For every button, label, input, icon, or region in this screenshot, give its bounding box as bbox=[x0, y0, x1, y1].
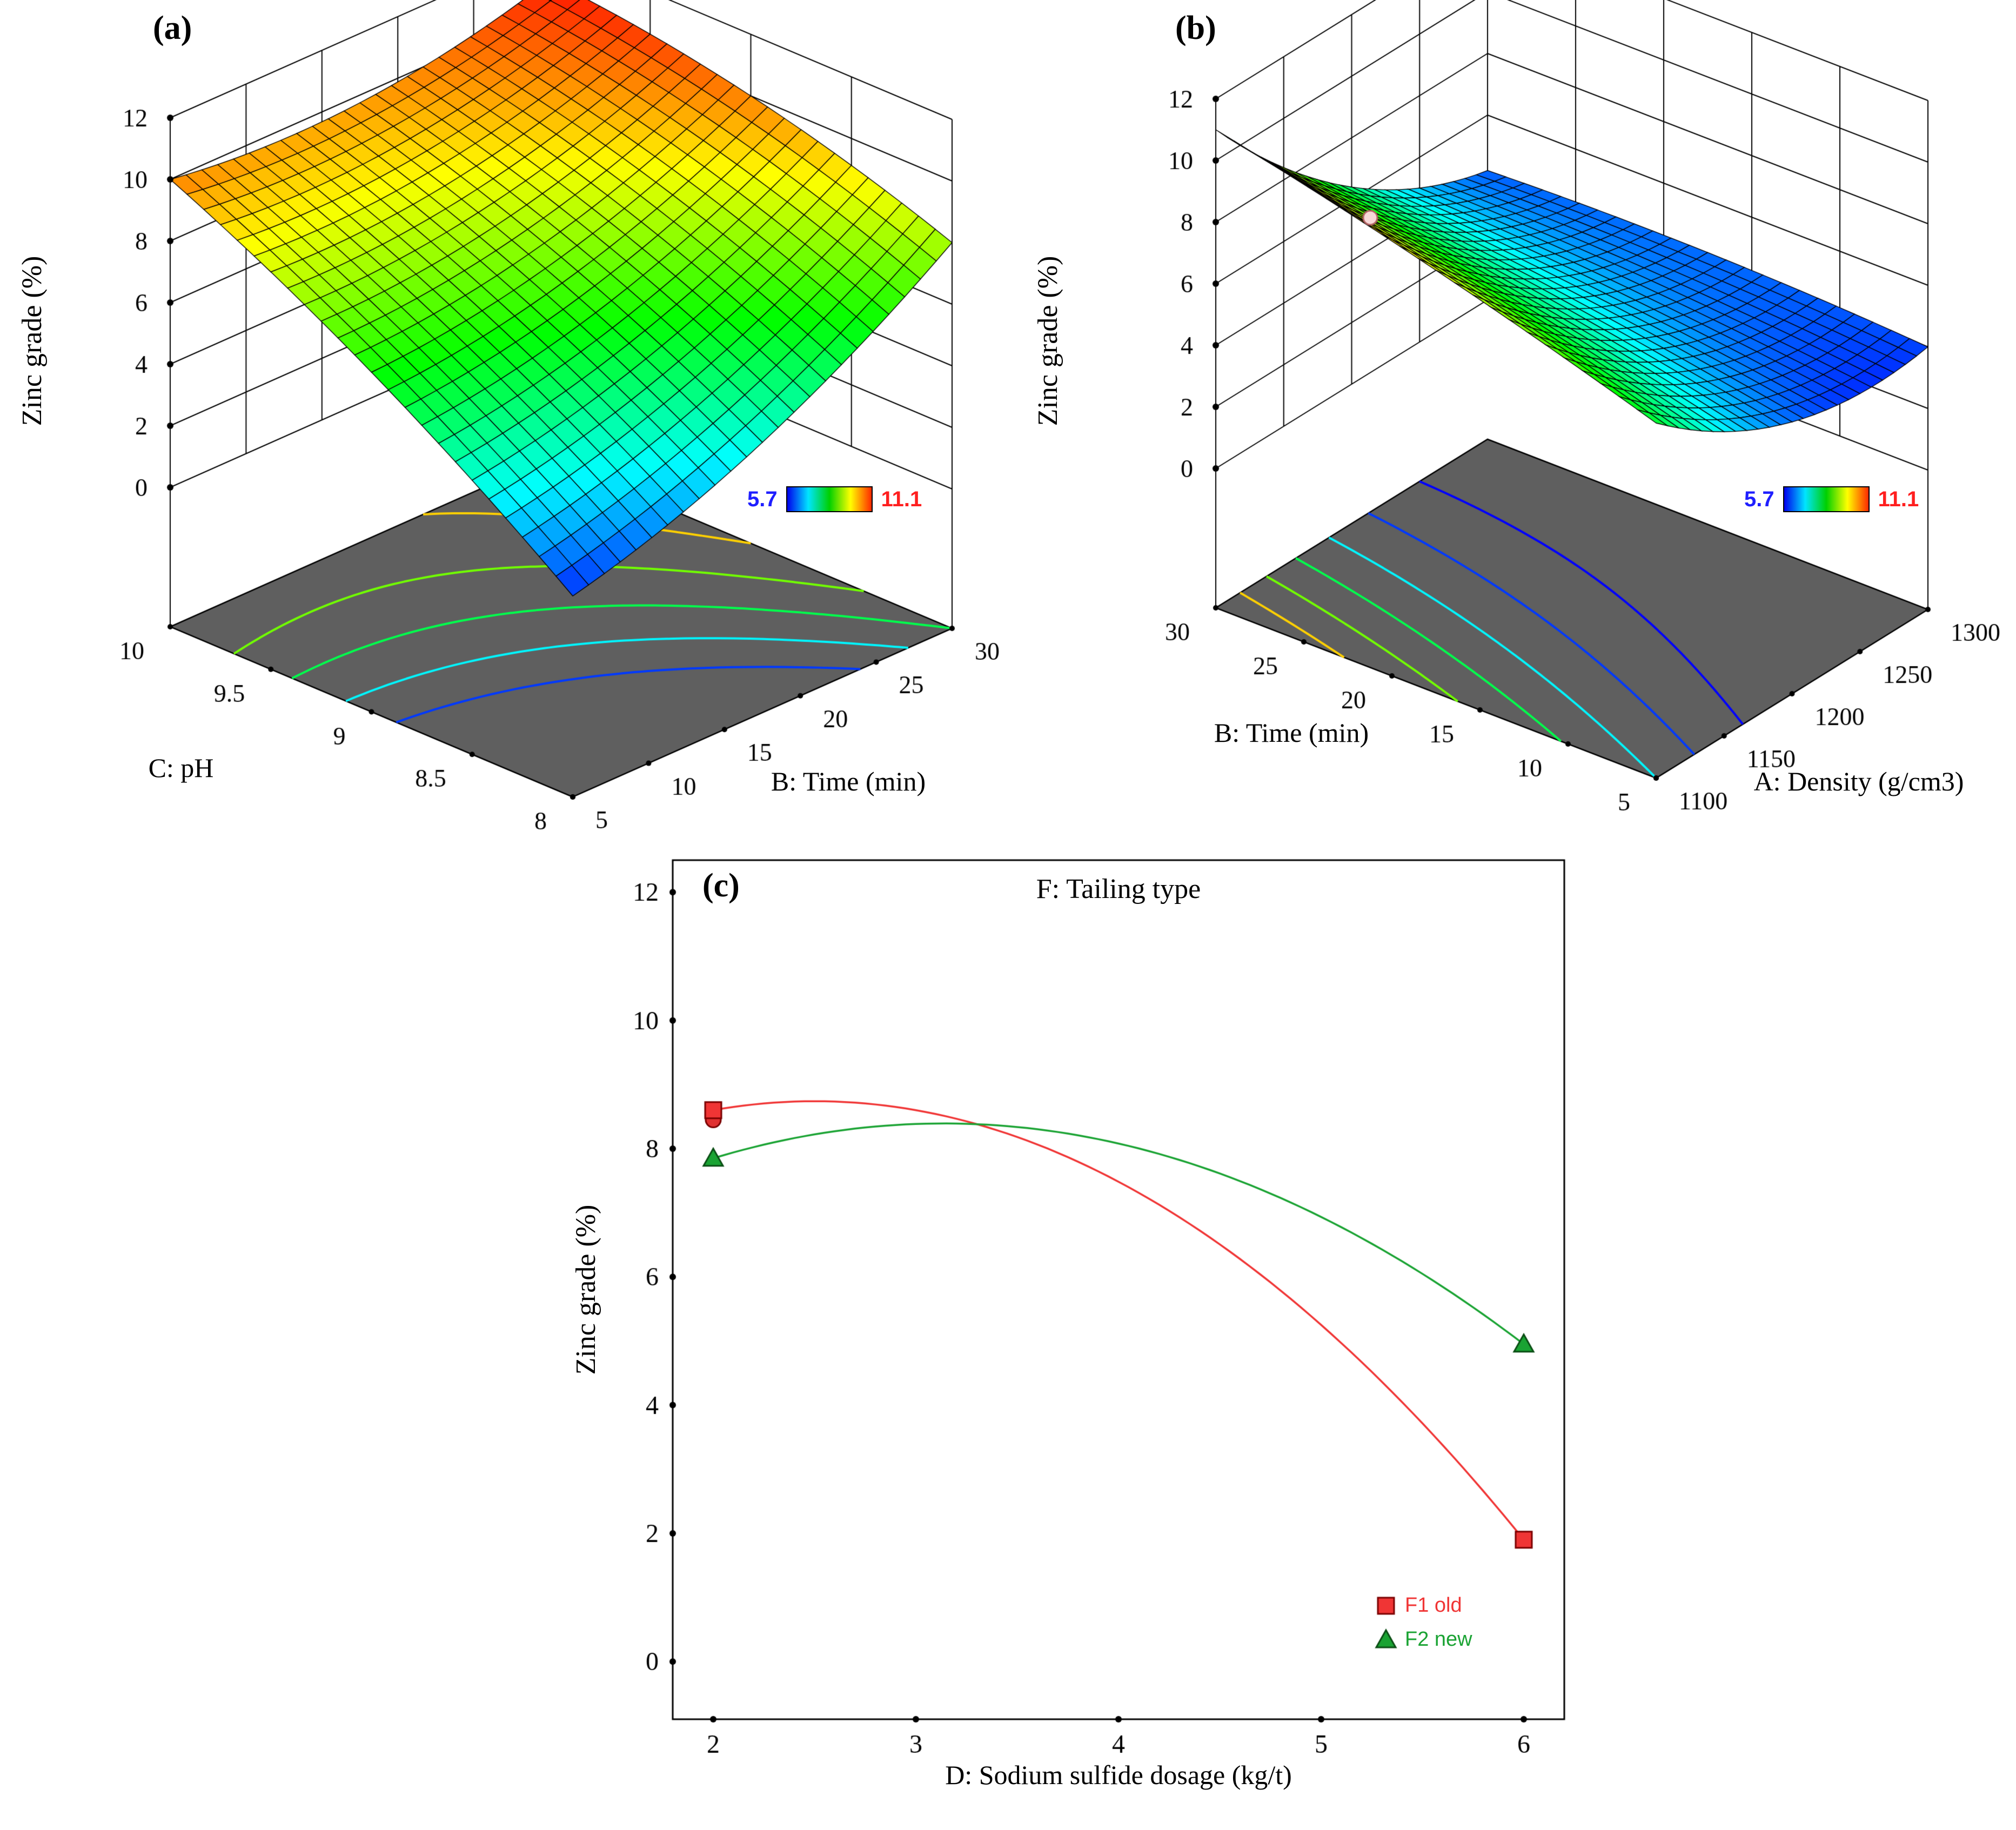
panel-b-z-axis-title: Zinc grade (%) bbox=[1033, 256, 1063, 426]
panel-c-x-axis-title: D: Sodium sulfide dosage (kg/t) bbox=[945, 1760, 1292, 1790]
panel-a-color-legend: 5.7 11.1 bbox=[747, 486, 922, 512]
panel-c-y-axis-title: Zinc grade (%) bbox=[571, 1204, 601, 1375]
legend-high-value: 11.1 bbox=[881, 487, 922, 511]
panel-b-color-legend: 5.7 11.1 bbox=[1744, 486, 1919, 512]
panel-a-left-axis-title: C: pH bbox=[148, 753, 214, 783]
panel-a-z-axis-title: Zinc grade (%) bbox=[17, 256, 48, 426]
panel-a-surface-plot: (a) Zinc grade (%) C: pH B: Time (min) 5… bbox=[0, 0, 1016, 843]
panel-b-surface-plot: (b) Zinc grade (%) B: Time (min) A: Dens… bbox=[1016, 0, 2016, 843]
legend-low-value: 5.7 bbox=[1744, 487, 1774, 511]
legend-entry-f1-old: F1 old bbox=[1405, 1594, 1462, 1617]
surface-plot-b-canvas bbox=[1016, 0, 2016, 843]
legend-gradient-bar bbox=[786, 486, 873, 512]
panel-b-left-axis-title: B: Time (min) bbox=[1214, 718, 1369, 748]
panel-b-label: (b) bbox=[1175, 10, 1216, 46]
legend-entry-f2-new: F2 new bbox=[1405, 1628, 1472, 1651]
panel-c-label: (c) bbox=[702, 867, 740, 904]
legend-gradient-bar bbox=[1783, 486, 1870, 512]
panel-a-label: (a) bbox=[153, 10, 192, 46]
panel-a-right-axis-title: B: Time (min) bbox=[771, 766, 926, 796]
panel-c-interaction-plot: (c) F: Tailing type Zinc grade (%) D: So… bbox=[540, 841, 1594, 1830]
panel-c-title: F: Tailing type bbox=[1036, 874, 1201, 904]
legend-high-value: 11.1 bbox=[1878, 487, 1919, 511]
panel-b-right-axis-title: A: Density (g/cm3) bbox=[1753, 766, 1964, 796]
interaction-plot-canvas bbox=[540, 841, 1594, 1830]
legend-low-value: 5.7 bbox=[747, 487, 778, 511]
surface-plot-a-canvas bbox=[0, 0, 1016, 843]
